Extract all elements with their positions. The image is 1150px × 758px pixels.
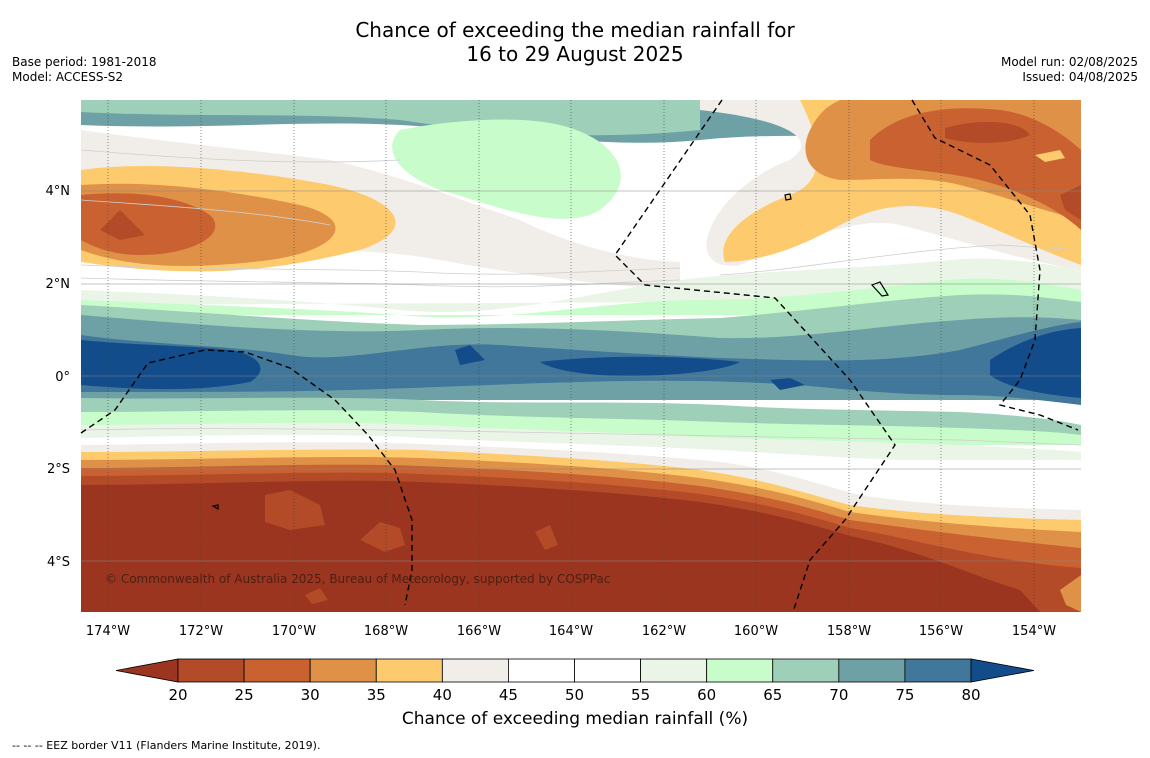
colorbar: 20 25 30 35 40 45 50 55 60 65 70 75 80 (115, 658, 1035, 704)
colorbar-tick-label: 40 (433, 686, 452, 704)
model-run: Model run: 02/08/2025 (1000, 55, 1138, 69)
lon-label: 166°W (457, 624, 501, 639)
lon-label: 168°W (364, 624, 408, 639)
colorbar-tick-label: 20 (168, 686, 187, 704)
colorbar-label: Chance of exceeding median rainfall (%) (401, 709, 749, 729)
meta-right: Model run: 02/08/2025 Issued: 04/08/2025 (1001, 55, 1138, 85)
colorbar-tick-label: 45 (499, 686, 518, 704)
copyright-text: © Commonwealth of Australia 2025, Bureau… (105, 572, 610, 586)
colorbar-segment (177, 658, 245, 683)
title-line-1: Chance of exceeding the median rainfall … (355, 18, 795, 42)
colorbar-tick-label: 25 (235, 686, 254, 704)
lon-label: 154°W (1012, 624, 1056, 639)
lon-label: 172°W (179, 624, 223, 639)
colorbar-extend-low (115, 658, 179, 683)
islands (211, 193, 889, 511)
lat-label: 4°S (47, 555, 70, 570)
lat-label: 2°N (46, 277, 71, 292)
eez-border-line (911, 99, 1079, 431)
colorbar-tick-label: 80 (961, 686, 980, 704)
lon-label: 158°W (827, 624, 871, 639)
colorbar-segment (309, 658, 377, 683)
island-outline (211, 504, 219, 511)
colorbar-segment (243, 658, 311, 683)
colorbar-segment (772, 658, 840, 683)
colorbar-segment (508, 658, 575, 683)
eez-legend-note: -- -- -- EEZ border V11 (Flanders Marine… (12, 739, 321, 752)
title-line-2: 16 to 29 August 2025 (466, 42, 684, 66)
lat-label: 2°S (47, 462, 70, 477)
issued-date: Issued: 04/08/2025 (1022, 70, 1138, 84)
meta-left: Base period: 1981-2018 Model: ACCESS-S2 (12, 55, 157, 85)
colorbar-tick-label: 55 (631, 686, 650, 704)
island-outline (784, 193, 792, 201)
map-field (81, 100, 1081, 612)
colorbar-tick-label: 70 (829, 686, 848, 704)
colorbar-segment (904, 658, 972, 683)
colorbar-segment (574, 658, 641, 683)
colorbar-tick-label: 30 (301, 686, 320, 704)
base-period: Base period: 1981-2018 (12, 55, 157, 69)
colorbar-tick-label: 35 (367, 686, 386, 704)
colorbar-extend-high (970, 658, 1035, 683)
map-title: Chance of exceeding the median rainfall … (0, 18, 1150, 66)
colorbar-segment (375, 658, 443, 683)
colorbar-segment (640, 658, 708, 683)
colorbar-segment (838, 658, 906, 683)
eez-border-line (614, 99, 896, 613)
lon-label: 164°W (549, 624, 593, 639)
colorbar-tick-label: 65 (763, 686, 782, 704)
colorbar-tick-label: 60 (697, 686, 716, 704)
colorbar-tick-label: 75 (895, 686, 914, 704)
colorbar-tick-label: 50 (565, 686, 584, 704)
lon-label: 170°W (272, 624, 316, 639)
lon-label: 162°W (642, 624, 686, 639)
island-outline (870, 281, 889, 297)
model-name: Model: ACCESS-S2 (12, 70, 124, 84)
eez-borders (80, 99, 1079, 613)
gridlines (107, 100, 1035, 612)
colorbar-segment (706, 658, 774, 683)
lat-label: 0° (55, 370, 70, 385)
lon-label: 160°W (734, 624, 778, 639)
eez-border-line (80, 349, 413, 606)
lon-label: 156°W (919, 624, 963, 639)
lon-label: 174°W (86, 624, 130, 639)
colorbar-segment (441, 658, 509, 683)
lat-label: 4°N (46, 184, 71, 199)
